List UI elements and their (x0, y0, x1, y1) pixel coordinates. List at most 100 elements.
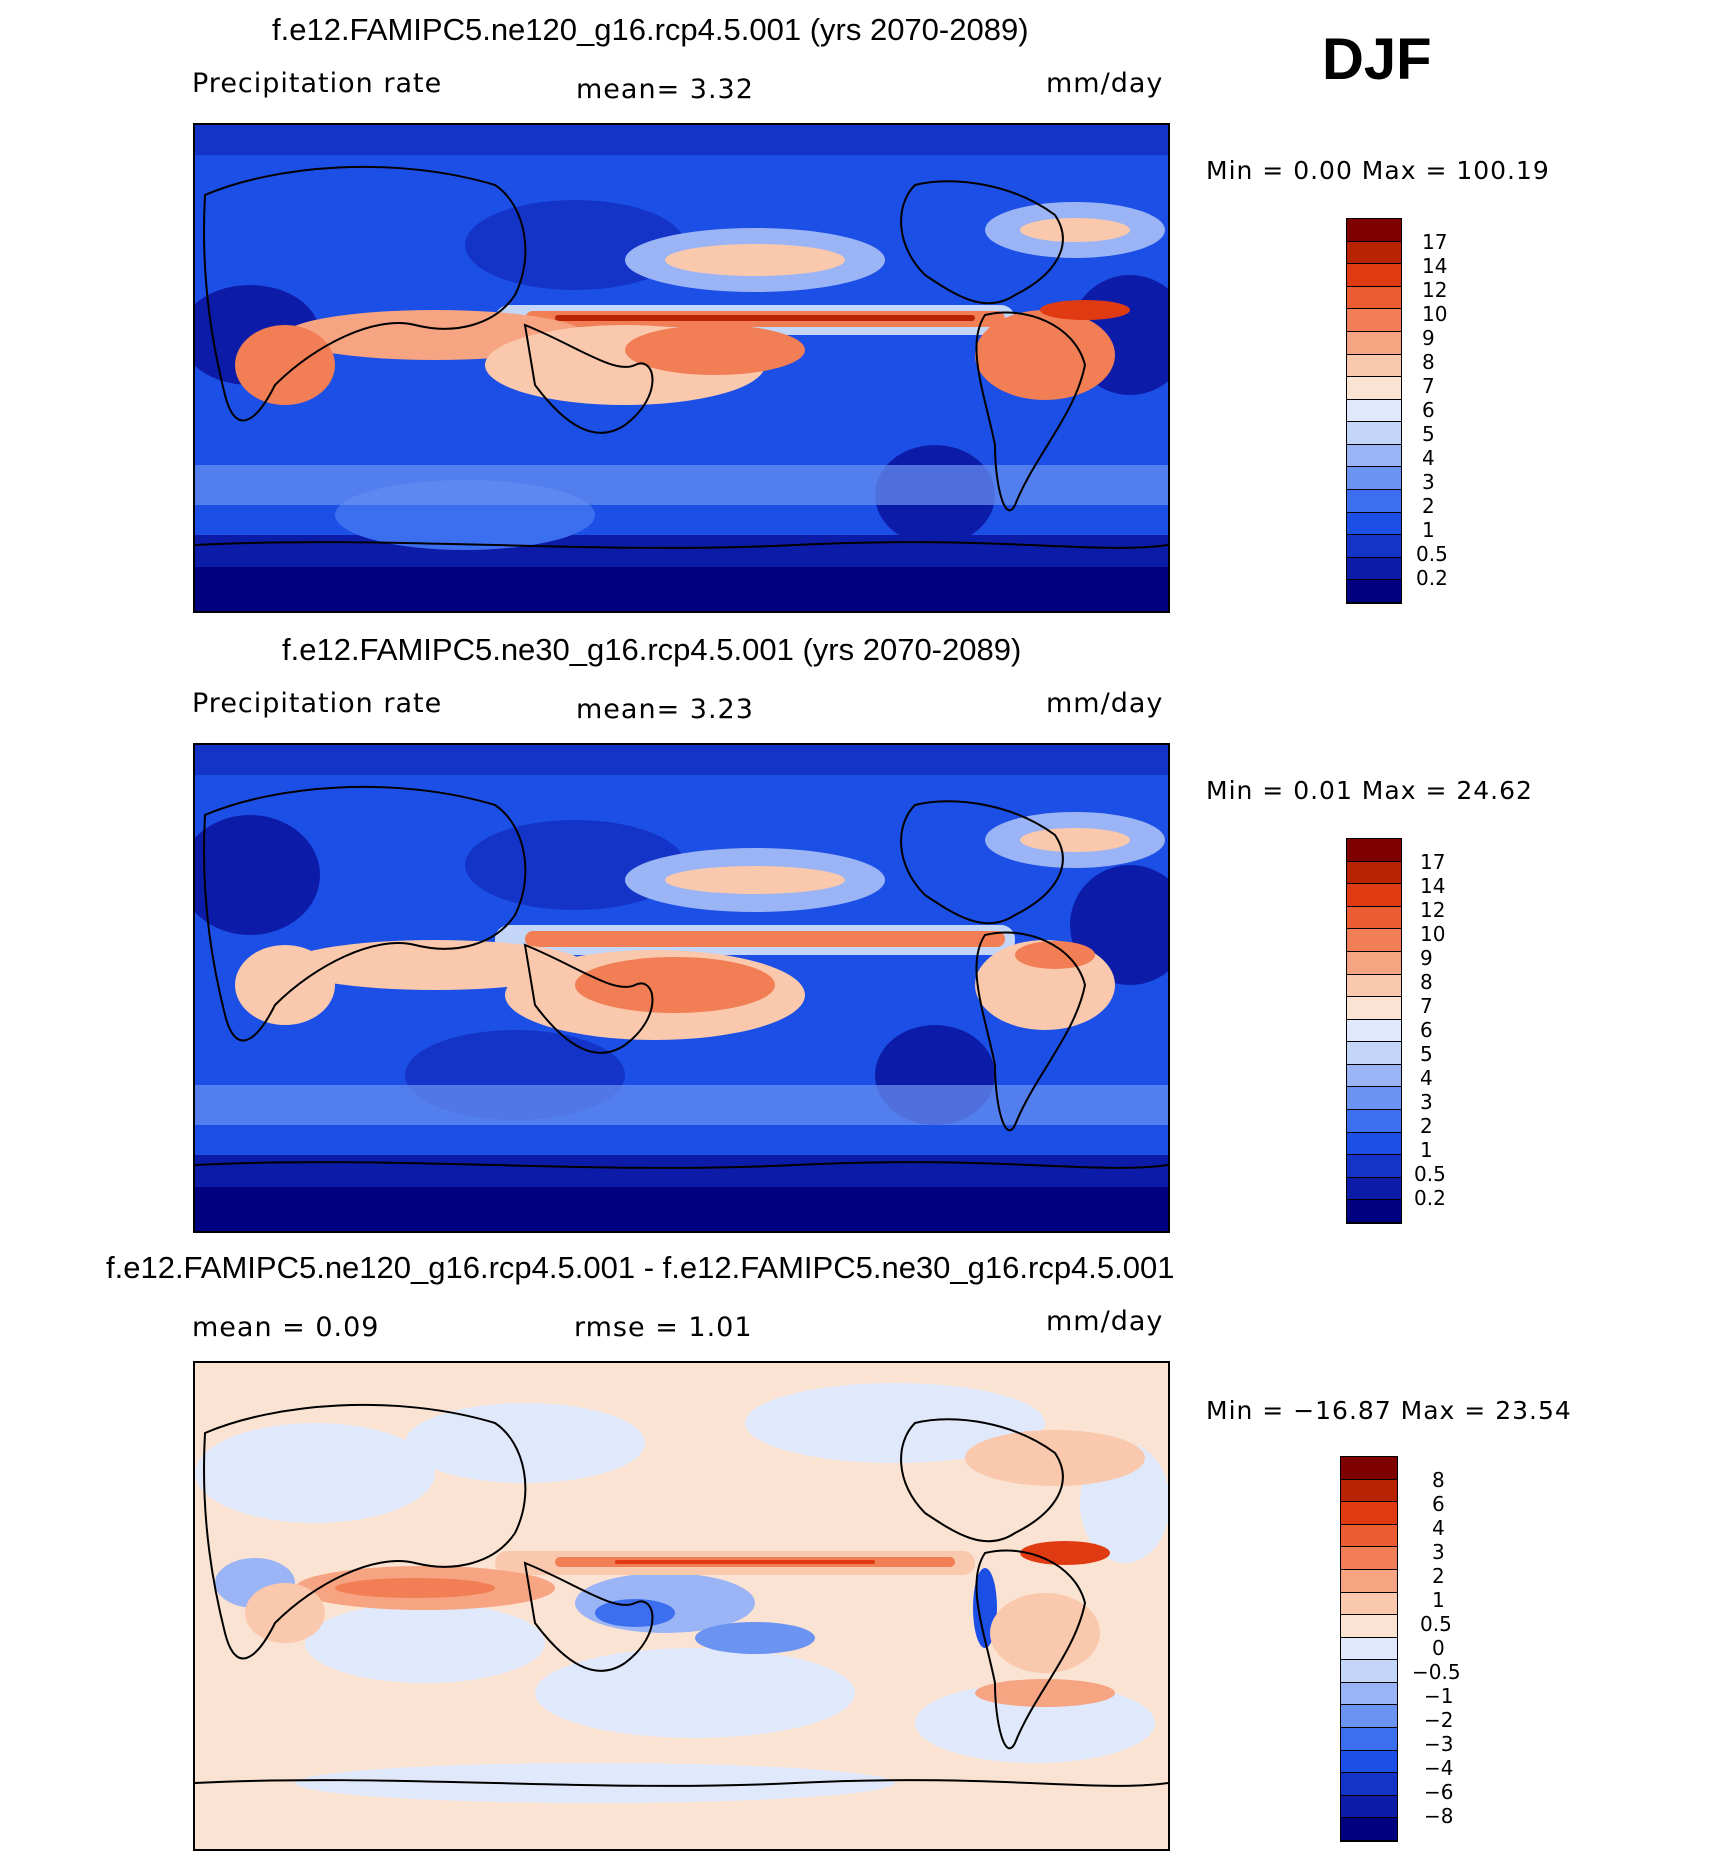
colorbar-segment (1347, 557, 1401, 581)
colorbar-segment (1341, 1773, 1397, 1796)
panel-2-tick: 3 (1420, 1090, 1433, 1114)
panel-3-map-field (195, 1363, 1168, 1849)
panel-3-tick: 1 (1432, 1588, 1445, 1612)
colorbar-segment (1347, 399, 1401, 423)
colorbar-segment (1341, 1750, 1397, 1774)
panel-2-map (193, 743, 1170, 1233)
colorbar-segment (1347, 839, 1401, 862)
colorbar-segment (1341, 1615, 1397, 1638)
panel-3-rmse-label: rmse = 1.01 (574, 1312, 753, 1343)
colorbar-segment (1347, 1042, 1401, 1065)
season-label: DJF (1322, 27, 1432, 92)
colorbar-segment (1341, 1524, 1397, 1548)
panel-3-minmax: Min = −16.87 Max = 23.54 (1206, 1396, 1572, 1425)
panel-1-tick: 4 (1422, 446, 1435, 470)
colorbar-segment (1341, 1818, 1397, 1841)
colorbar-segment (1347, 490, 1401, 513)
colorbar-segment (1347, 906, 1401, 930)
colorbar-segment (1347, 309, 1401, 332)
colorbar-segment (1341, 1795, 1397, 1819)
colorbar-segment (1341, 1682, 1397, 1706)
colorbar-segment (1347, 354, 1401, 378)
colorbar-segment (1347, 535, 1401, 558)
colorbar-segment (1347, 1087, 1401, 1111)
colorbar-segment (1347, 264, 1401, 287)
panel-3-tick: 3 (1432, 1540, 1445, 1564)
panel-2-title: f.e12.FAMIPC5.ne30_g16.rcp4.5.001 (yrs 2… (282, 632, 1022, 667)
colorbar-segment (1347, 377, 1401, 400)
panel-1-tick: 5 (1422, 422, 1435, 446)
colorbar-segment (1347, 951, 1401, 975)
panel-2-tick: 14 (1420, 874, 1446, 898)
colorbar-segment (1347, 331, 1401, 355)
panel-2-tick: 5 (1420, 1042, 1433, 1066)
panel-2-tick: 1 (1420, 1138, 1433, 1162)
panel-3-tick: −0.5 (1412, 1660, 1461, 1684)
panel-1-tick: 1 (1422, 518, 1435, 542)
panel-2-tick: 17 (1420, 850, 1446, 874)
panel-3-tick: 8 (1432, 1468, 1445, 1492)
panel-2-tick: 4 (1420, 1066, 1433, 1090)
panel-1-tick: 7 (1422, 374, 1435, 398)
panel-1-tick: 3 (1422, 470, 1435, 494)
panel-2-minmax: Min = 0.01 Max = 24.62 (1206, 776, 1533, 805)
panel-3-units-label: mm/day (1046, 1306, 1164, 1337)
panel-1-map-field (195, 125, 1168, 611)
colorbar-segment (1347, 1132, 1401, 1156)
panel-1-mean-label: mean= 3.32 (576, 74, 754, 105)
panel-1-tick: 14 (1422, 254, 1448, 278)
colorbar-segment (1341, 1479, 1397, 1503)
colorbar-segment (1347, 974, 1401, 998)
panel-1-map (193, 123, 1170, 613)
panel-2-tick: 0.2 (1414, 1186, 1446, 1210)
panel-2-colorbar (1346, 838, 1402, 1224)
panel-2-tick: 2 (1420, 1114, 1433, 1138)
panel-2-tick: 0.5 (1414, 1162, 1446, 1186)
panel-2-map-field (195, 745, 1168, 1231)
panel-3-tick: 2 (1432, 1564, 1445, 1588)
panel-1-tick: 9 (1422, 326, 1435, 350)
panel-3-tick: 0.5 (1420, 1612, 1452, 1636)
panel-2-units-label: mm/day (1046, 688, 1164, 719)
colorbar-segment (1347, 1155, 1401, 1178)
colorbar-segment (1341, 1547, 1397, 1570)
colorbar-segment (1347, 929, 1401, 952)
colorbar-segment (1341, 1660, 1397, 1683)
panel-3-title: f.e12.FAMIPC5.ne120_g16.rcp4.5.001 - f.e… (106, 1250, 1175, 1285)
colorbar-segment (1341, 1705, 1397, 1729)
panel-3-tick: 6 (1432, 1492, 1445, 1516)
panel-1-title: f.e12.FAMIPC5.ne120_g16.rcp4.5.001 (yrs … (272, 12, 1029, 47)
colorbar-segment (1347, 580, 1401, 603)
colorbar-segment (1347, 861, 1401, 885)
panel-1-tick: 2 (1422, 494, 1435, 518)
panel-3-tick: −2 (1424, 1708, 1454, 1732)
colorbar-segment (1347, 1177, 1401, 1201)
colorbar-segment (1341, 1637, 1397, 1661)
panel-1-tick: 0.5 (1416, 542, 1448, 566)
colorbar-segment (1347, 512, 1401, 536)
panel-3-tick: −3 (1424, 1732, 1454, 1756)
panel-2-tick: 12 (1420, 898, 1446, 922)
panel-2-tick: 8 (1420, 970, 1433, 994)
panel-3-tick: 0 (1432, 1636, 1445, 1660)
panel-3-tick: −8 (1424, 1804, 1454, 1828)
colorbar-segment (1347, 286, 1401, 310)
panel-2-tick: 6 (1420, 1018, 1433, 1042)
colorbar-segment (1347, 467, 1401, 491)
panel-3-colorbar (1340, 1456, 1398, 1842)
panel-1-tick: 8 (1422, 350, 1435, 374)
panel-3-tick: −6 (1424, 1780, 1454, 1804)
panel-2-mean-label: mean= 3.23 (576, 694, 754, 725)
colorbar-segment (1347, 884, 1401, 907)
panel-1-tick: 10 (1422, 302, 1448, 326)
colorbar-segment (1347, 241, 1401, 265)
panel-1-tick: 17 (1422, 230, 1448, 254)
colorbar-segment (1341, 1502, 1397, 1525)
colorbar-segment (1347, 422, 1401, 445)
panel-1-minmax: Min = 0.00 Max = 100.19 (1206, 156, 1550, 185)
colorbar-segment (1347, 1064, 1401, 1088)
panel-3-tick: 4 (1432, 1516, 1445, 1540)
colorbar-segment (1347, 1200, 1401, 1223)
colorbar-segment (1341, 1592, 1397, 1616)
